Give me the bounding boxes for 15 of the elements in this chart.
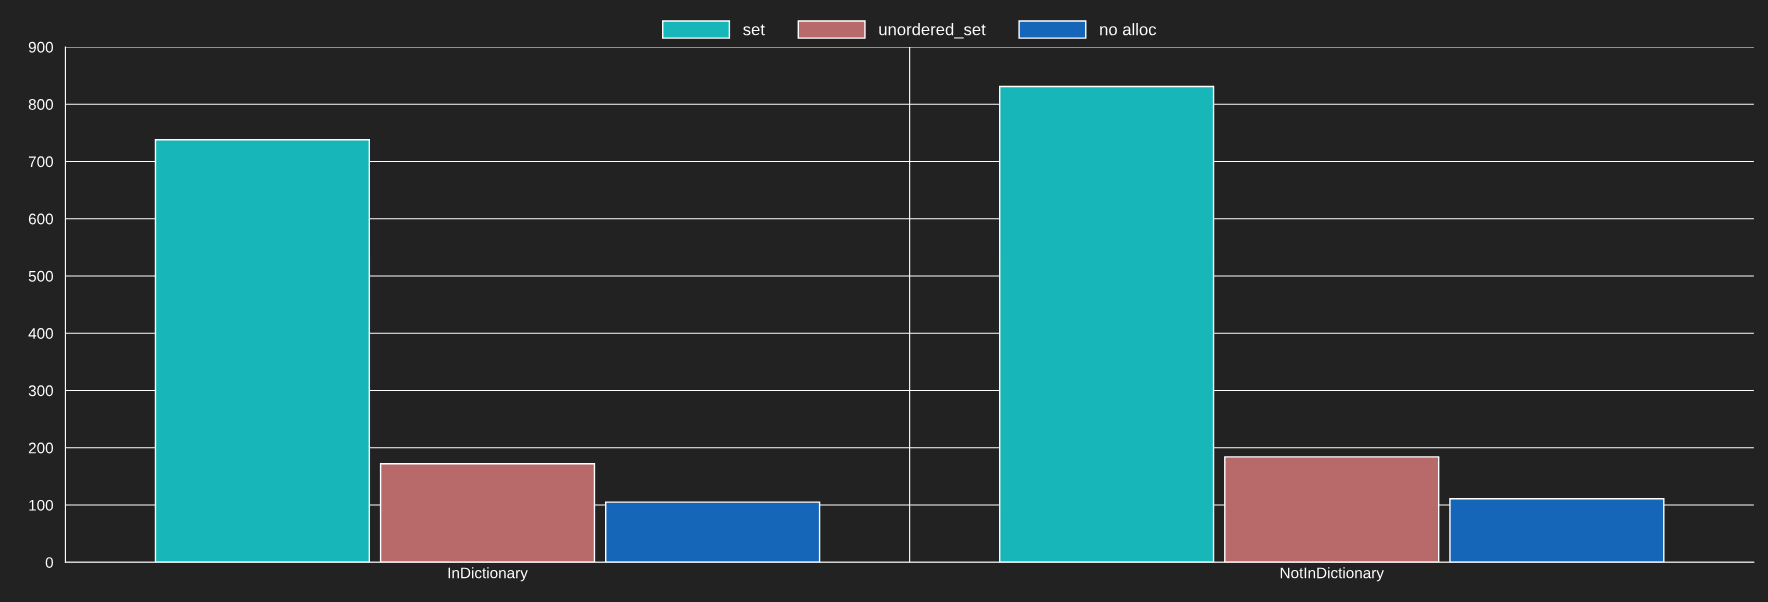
y-tick-label: 300 — [28, 385, 54, 397]
legend-label: no alloc — [1100, 23, 1157, 36]
legend-label: unordered_set — [879, 23, 986, 39]
y-tick-label: 900 — [28, 41, 54, 53]
x-tick-label: NotInDictionary — [1280, 567, 1384, 582]
y-tick-label: 700 — [28, 156, 54, 168]
y-tick-label: 800 — [28, 99, 54, 110]
y-tick-label: 100 — [29, 499, 54, 511]
y-tick-label: 600 — [28, 213, 54, 225]
y-tick-label: 200 — [28, 442, 54, 454]
legend-label: set — [743, 24, 765, 36]
y-tick-label: 0 — [45, 557, 54, 568]
x-tick-label: InDictionary — [448, 567, 528, 582]
y-tick-label: 500 — [28, 270, 54, 282]
y-tick-label: 400 — [28, 328, 54, 339]
